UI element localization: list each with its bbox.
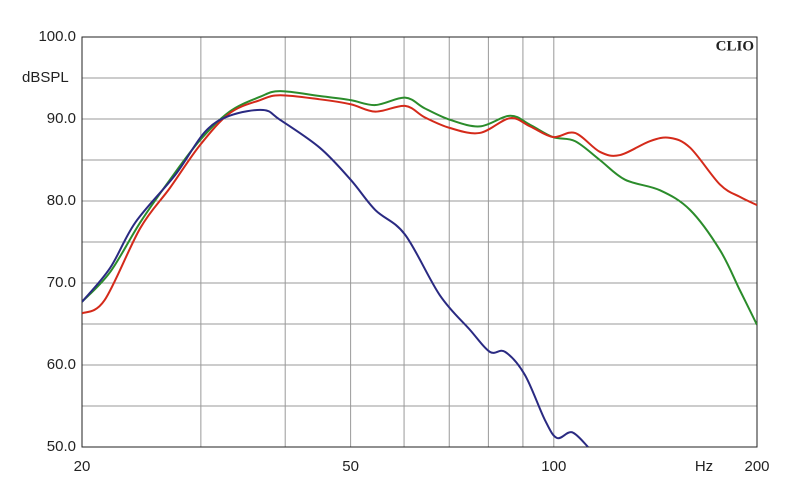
y-tick-label: 60.0	[47, 356, 76, 373]
plot-frame	[81, 36, 758, 448]
x-tick-label: 200	[744, 458, 769, 475]
y-tick-label: 50.0	[47, 438, 76, 455]
brand: CLIO	[716, 38, 754, 54]
x-axis-label: Hz	[695, 458, 713, 475]
series-line	[82, 94, 757, 315]
y-tick-label: 80.0	[47, 192, 76, 209]
y-tick-label: 90.0	[47, 110, 76, 127]
y-tick-label: 100.0	[38, 28, 76, 45]
series-line	[82, 90, 757, 326]
x-tick-label: 100	[541, 458, 566, 475]
y-axis-label: dBSPL	[22, 69, 69, 86]
x-tick-label: 50	[342, 458, 359, 475]
y-tick-label: 70.0	[47, 274, 76, 291]
series-line	[82, 108, 589, 447]
x-tick-label: 20	[74, 458, 91, 475]
